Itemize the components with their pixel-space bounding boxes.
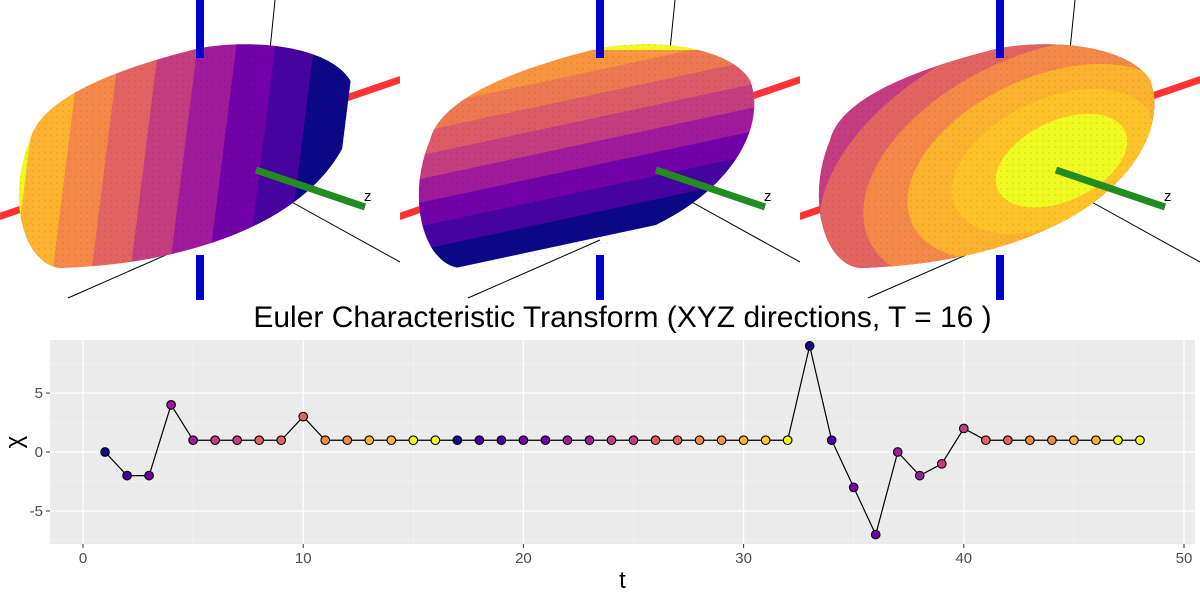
data-point <box>936 458 947 469</box>
data-point <box>518 435 529 446</box>
data-point <box>826 435 837 446</box>
data-point <box>628 435 639 446</box>
data-point <box>980 435 991 446</box>
data-point <box>496 435 507 446</box>
data-point <box>606 435 617 446</box>
data-point <box>958 423 969 434</box>
z-axis-line <box>1054 166 1167 211</box>
data-point <box>804 341 815 351</box>
data-point <box>210 435 220 446</box>
x-tick-label: 40 <box>955 550 972 567</box>
data-point <box>1091 435 1101 446</box>
data-point <box>1069 435 1079 446</box>
data-point <box>1025 435 1035 446</box>
data-point <box>298 411 309 422</box>
x-axis-title: t <box>619 567 626 594</box>
data-point <box>276 435 287 446</box>
x-tick-label: 30 <box>735 550 752 567</box>
data-point <box>562 435 573 446</box>
x-tick-label: 10 <box>295 550 312 567</box>
y-tick-label: 5 <box>35 385 43 402</box>
data-point <box>342 435 353 446</box>
data-point <box>914 470 925 481</box>
y-tick-label: 0 <box>35 444 43 461</box>
x-tick-label: 0 <box>79 550 87 567</box>
ect-line-chart: 0 10 20 30 40 50 -5 0 5 t χ <box>1 340 1195 594</box>
ect-panel-y: z <box>400 0 800 300</box>
data-point <box>188 435 198 446</box>
chart-title: Euler Characteristic Transform (XYZ dire… <box>253 301 992 334</box>
y-axis-title: χ <box>1 435 28 448</box>
axis-edge-line <box>269 0 276 51</box>
axis-edge-line <box>669 0 676 51</box>
data-point <box>738 435 749 446</box>
ect-panel-x: z <box>0 0 400 300</box>
data-point <box>782 435 793 446</box>
z-axis-label: z <box>764 188 772 205</box>
data-point <box>540 435 551 446</box>
data-point <box>122 470 132 481</box>
data-point <box>1047 435 1057 446</box>
z-axis-label: z <box>364 188 372 205</box>
data-point <box>452 435 463 446</box>
data-point <box>892 447 903 457</box>
data-point <box>474 435 485 446</box>
x-tick-label: 50 <box>1176 550 1193 567</box>
data-point <box>100 447 110 457</box>
data-point <box>870 529 881 540</box>
data-point <box>1113 435 1123 446</box>
ect-panel-x-svg: z <box>0 0 400 300</box>
ect-panel-y-svg: z <box>400 0 800 300</box>
data-point <box>716 435 727 446</box>
data-point <box>848 482 859 493</box>
z-axis-line <box>654 166 767 211</box>
plot-panel <box>50 340 1195 544</box>
data-point <box>1002 435 1013 446</box>
data-point <box>408 435 419 446</box>
ect-panel-z: z <box>800 0 1200 300</box>
data-point <box>386 435 397 446</box>
data-point <box>144 470 154 481</box>
y-tick-label: -5 <box>30 503 43 520</box>
data-point <box>232 435 243 446</box>
x-tick-label: 20 <box>515 550 532 567</box>
data-point <box>760 435 771 446</box>
data-point <box>584 435 595 446</box>
ect-panel-z-svg: z <box>800 0 1200 300</box>
data-point <box>166 400 176 410</box>
data-point <box>320 435 331 446</box>
data-point <box>650 435 661 446</box>
axis-edge-line <box>1069 0 1076 51</box>
data-point <box>672 435 683 446</box>
z-axis-label: z <box>1164 188 1172 205</box>
data-point <box>364 435 375 446</box>
data-point <box>430 435 441 446</box>
data-point <box>254 435 265 446</box>
data-point <box>694 435 705 446</box>
z-axis-line <box>254 166 367 211</box>
data-point <box>1135 435 1145 446</box>
